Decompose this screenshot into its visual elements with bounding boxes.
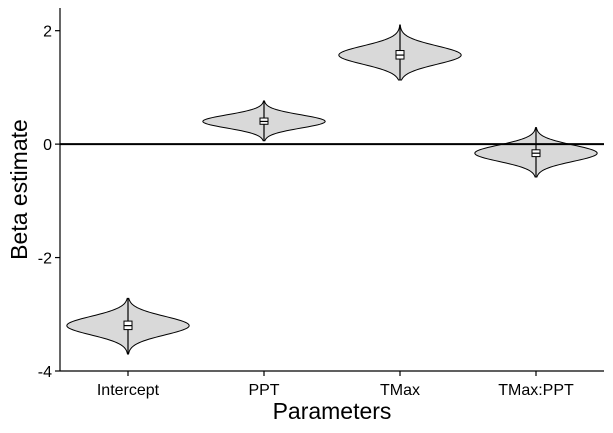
x-axis-ticks: Intercept PPT TMax TMax:PPT (97, 371, 574, 399)
x-tick-label: Intercept (97, 382, 160, 399)
x-tick-label: PPT (248, 382, 279, 399)
x-tick-label: TMax (380, 382, 420, 399)
y-tick-label: -2 (38, 251, 52, 268)
y-axis-title: Beta estimate (6, 119, 32, 260)
x-axis-title: Parameters (273, 398, 392, 424)
y-tick-label: 0 (43, 137, 52, 154)
y-tick-label: -4 (38, 364, 52, 381)
y-axis-ticks: -4 -2 0 2 (38, 24, 60, 381)
y-tick-label: 2 (43, 24, 52, 41)
box-layer (123, 25, 541, 354)
violin-layer (66, 24, 598, 355)
x-tick-label: TMax:PPT (498, 382, 574, 399)
